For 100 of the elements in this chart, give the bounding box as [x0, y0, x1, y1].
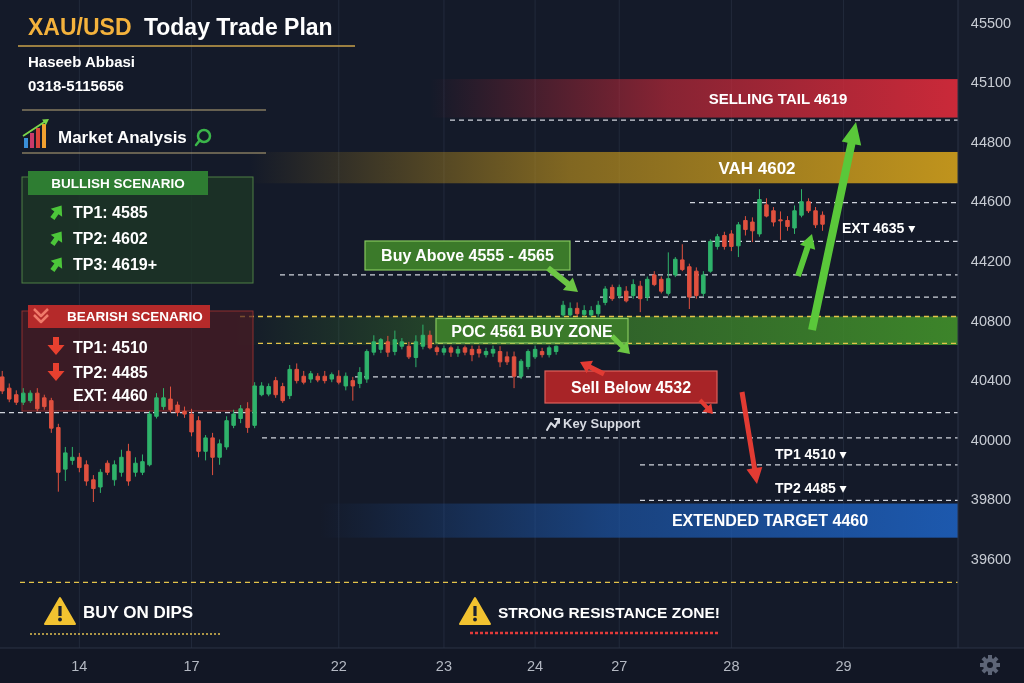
candlestick: [399, 337, 405, 350]
candlestick: [392, 330, 398, 356]
candlestick: [820, 210, 825, 232]
candlestick: [518, 358, 524, 380]
candlestick: [673, 256, 678, 278]
candlestick: [595, 300, 601, 318]
candlestick: [21, 387, 26, 406]
candlestick: [764, 197, 769, 218]
text: 40800: [970, 312, 1012, 329]
candlestick: [28, 389, 33, 404]
text: 39800: [970, 491, 1012, 508]
candlestick: [560, 300, 566, 318]
candlestick: [504, 351, 510, 366]
candlestick: [441, 345, 447, 356]
candlestick: [168, 386, 173, 414]
candlestick: [105, 459, 110, 476]
candlestick: [350, 376, 356, 402]
x-tick-label: 27: [611, 658, 628, 674]
candlestick: [196, 415, 201, 458]
candlestick: [35, 387, 40, 412]
candlestick: [680, 243, 685, 272]
candlestick: [701, 270, 706, 297]
text: 39600: [970, 550, 1012, 567]
annotation: TP1: 4585: [73, 204, 148, 221]
x-tick-label: 17: [183, 658, 200, 674]
candlestick: [427, 330, 433, 350]
candlestick: [616, 284, 622, 300]
candlestick: [652, 270, 657, 287]
candlestick: [448, 345, 454, 358]
candlestick: [581, 304, 587, 318]
x-tick-label: 22: [330, 658, 347, 674]
candlestick: [154, 392, 159, 419]
candlestick: [455, 345, 461, 358]
ref-line-label: EXT 4635 ▾: [842, 220, 916, 237]
candlestick: [750, 216, 755, 243]
candlestick: [483, 347, 489, 358]
candlestick: [469, 345, 475, 362]
candlestick: [539, 347, 545, 358]
candlestick: [371, 334, 377, 356]
candlestick: [175, 401, 180, 417]
band-label: SELLING TAIL 4619: [708, 89, 848, 107]
candlestick: [308, 370, 313, 384]
candlestick: [287, 364, 292, 400]
candlestick: [133, 456, 138, 478]
candlestick: [189, 408, 194, 437]
candlestick: [112, 459, 117, 487]
candlestick: [140, 453, 145, 476]
candlestick: [546, 345, 552, 358]
text: STRONG RESISTANCE ZONE!: [498, 604, 720, 621]
candlestick: [497, 345, 503, 368]
candlestick: [301, 370, 306, 385]
candlestick: [70, 446, 75, 466]
candlestick: [56, 423, 61, 493]
candlestick: [63, 446, 68, 482]
candlestick: [778, 210, 783, 241]
candlestick: [231, 409, 236, 429]
annotation: EXT: 4460: [73, 387, 148, 404]
candlestick: [631, 278, 636, 300]
candlestick: [329, 372, 335, 383]
candlestick: [708, 238, 713, 274]
candlestick: [609, 284, 615, 302]
chart-subtitle: Haseeb Abbasi: [28, 53, 135, 70]
candlestick: [217, 438, 222, 466]
text: 40400: [970, 372, 1012, 389]
candlestick: [322, 370, 327, 384]
x-tick-label: 24: [527, 658, 544, 674]
candlestick: [84, 459, 89, 487]
text: 44200: [970, 252, 1012, 269]
candlestick: [687, 263, 692, 310]
candlestick: [771, 206, 776, 227]
text: 40000: [970, 431, 1012, 448]
band-label: EXTENDED TARGET 4460: [671, 512, 869, 530]
candlestick: [476, 345, 482, 358]
annotation: TP1: 4510: [73, 339, 148, 356]
candlestick: [49, 397, 54, 434]
candlestick: [98, 468, 103, 494]
text: 45500: [970, 14, 1012, 31]
annotation: TP2: 4485: [73, 364, 148, 381]
candlestick: [119, 449, 124, 478]
text: 44800: [970, 133, 1012, 150]
candlestick: [203, 434, 208, 461]
candlestick: [385, 335, 391, 358]
candlestick: [336, 369, 342, 385]
ref-line-label: TP1 4510 ▾: [775, 445, 847, 462]
candlestick: [511, 351, 517, 389]
candlestick: [315, 372, 320, 383]
annotation: BEARISH SCENARIO: [67, 309, 203, 324]
x-tick-label: 14: [71, 658, 88, 674]
candlestick: [182, 406, 187, 419]
candlestick: [294, 362, 299, 384]
annotation: BULLISH SCENARIO: [51, 176, 185, 191]
chart-title: XAU/USD Today Trade Plan: [28, 14, 333, 40]
candlestick: [567, 301, 573, 318]
annotation: TP3: 4619+: [73, 256, 158, 273]
candlestick: [224, 415, 229, 451]
candlestick: [7, 382, 12, 403]
candlestick: [238, 404, 243, 424]
annotation: Buy Above 4555 - 4565: [381, 247, 555, 264]
candlestick: [743, 215, 748, 236]
text: Market Analysis: [58, 128, 187, 147]
